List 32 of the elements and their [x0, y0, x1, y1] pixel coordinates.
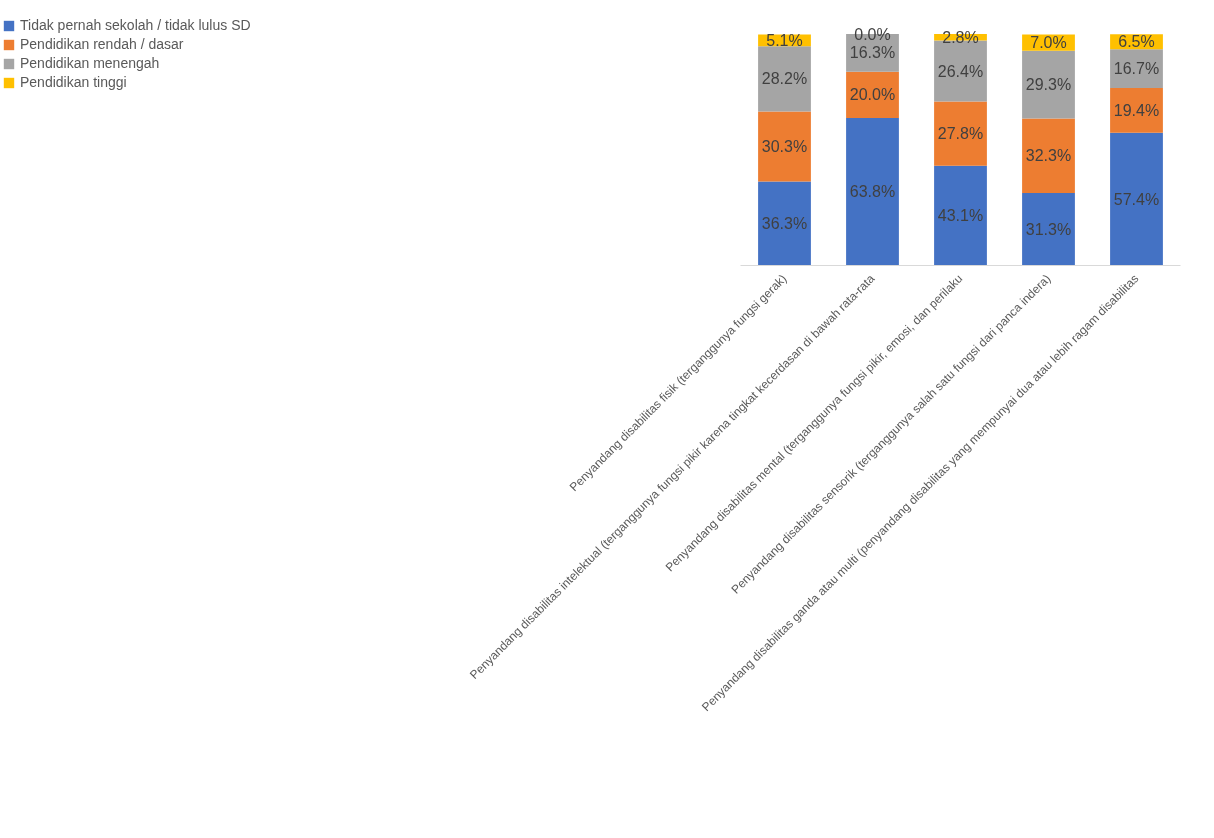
data-label: 27.8% — [937, 125, 984, 143]
data-label: 30.3% — [761, 138, 808, 156]
bar — [1022, 50, 1075, 119]
data-label: 31.3% — [1025, 220, 1072, 238]
legend-label: Pendidikan rendah / dasar — [20, 36, 184, 52]
data-label: 19.4% — [1113, 101, 1160, 119]
data-label: 16.7% — [1113, 60, 1160, 78]
bar — [1110, 132, 1163, 266]
bar — [846, 117, 899, 266]
data-label: 43.1% — [937, 207, 984, 225]
data-label: 26.4% — [937, 62, 984, 80]
data-label: 6.5% — [1118, 33, 1155, 51]
data-label: 20.0% — [849, 86, 896, 104]
legend-label: Pendidikan menengah — [20, 55, 160, 71]
legend-label: Pendidikan tinggi — [20, 74, 127, 90]
data-label: 7.0% — [1030, 34, 1067, 52]
data-label: 5.1% — [766, 31, 803, 49]
data-label: 16.3% — [849, 44, 896, 62]
bar — [934, 101, 987, 166]
data-label: 28.2% — [761, 70, 808, 88]
bar — [1022, 118, 1075, 194]
bar — [1022, 193, 1075, 266]
bar — [758, 46, 811, 112]
data-label: 32.3% — [1025, 147, 1072, 165]
bar — [934, 165, 987, 266]
bar — [758, 111, 811, 182]
data-label: 36.3% — [761, 215, 808, 233]
data-label: 29.3% — [1025, 76, 1072, 94]
data-label: 63.8% — [849, 183, 896, 201]
legend-label: Tidak pernah sekolah / tidak lulus SD — [20, 17, 251, 33]
data-label: 57.4% — [1113, 190, 1160, 208]
bar — [758, 181, 811, 266]
